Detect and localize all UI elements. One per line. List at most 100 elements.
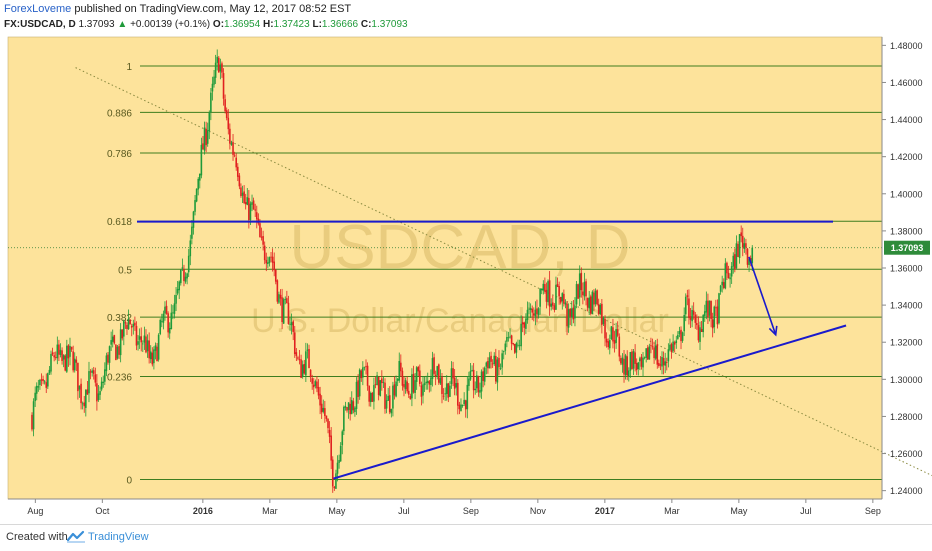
candle-body bbox=[658, 362, 660, 367]
candle bbox=[388, 386, 391, 415]
candle bbox=[741, 227, 744, 257]
candle bbox=[426, 372, 429, 390]
candle-body bbox=[385, 400, 388, 409]
candle bbox=[635, 358, 638, 376]
support-trend-line[interactable] bbox=[333, 324, 847, 480]
candle-body bbox=[672, 341, 674, 351]
candle-body bbox=[688, 298, 690, 318]
candle bbox=[197, 177, 200, 196]
candle bbox=[230, 140, 233, 146]
candle-body bbox=[577, 284, 579, 299]
candle-body bbox=[504, 343, 507, 351]
price-chart[interactable]: USDCAD, D U.S. Dollar/Canadian Dollar 1 0.8… bbox=[0, 36, 932, 524]
candle bbox=[642, 351, 644, 377]
candle-body bbox=[743, 243, 746, 250]
candle-body bbox=[544, 284, 546, 292]
candle bbox=[140, 327, 143, 352]
candle bbox=[602, 316, 605, 326]
candle bbox=[449, 381, 451, 397]
candles[interactable] bbox=[31, 49, 754, 493]
candle-body bbox=[191, 226, 193, 239]
candle bbox=[653, 341, 655, 364]
candle-body bbox=[246, 197, 249, 205]
candle bbox=[425, 375, 427, 390]
candle-body bbox=[661, 356, 663, 367]
fib-level-label: 0 bbox=[126, 476, 132, 487]
tradingview-logo-icon[interactable] bbox=[66, 530, 86, 544]
candle bbox=[175, 286, 177, 312]
candle-body bbox=[61, 350, 63, 361]
candle bbox=[252, 197, 255, 210]
fib-retracement[interactable]: 1 0.886 0.786 0.618 0.5 0.382 0.236 0 bbox=[107, 62, 882, 487]
candle-body bbox=[64, 355, 67, 371]
candle-body bbox=[225, 110, 228, 118]
time-axis[interactable]: Aug Oct 2016 Mar May Jul Sep Nov 2017 Mar May Jul Se… bbox=[8, 498, 882, 516]
candle-body bbox=[404, 380, 407, 390]
candle bbox=[320, 395, 323, 419]
candle bbox=[400, 354, 402, 377]
time-tick-label: May bbox=[328, 506, 346, 516]
candle bbox=[480, 369, 483, 399]
candle-body bbox=[312, 384, 315, 388]
candle bbox=[134, 316, 136, 331]
candle-body bbox=[707, 300, 709, 318]
candle-body bbox=[691, 309, 693, 322]
candle-body bbox=[445, 383, 448, 394]
price-axis[interactable]: 1.48000 1.46000 1.44000 1.42000 1.40000 1.380… bbox=[881, 37, 930, 499]
tradingview-brand[interactable]: TradingView bbox=[88, 531, 149, 543]
price-tick-label: 1.28000 bbox=[890, 412, 923, 422]
candle-body bbox=[608, 340, 611, 349]
candle-body bbox=[640, 356, 643, 367]
candle-body bbox=[623, 358, 625, 375]
candle-body bbox=[91, 370, 93, 373]
candle bbox=[83, 395, 86, 413]
candle-body bbox=[143, 335, 146, 343]
candle-body bbox=[229, 128, 231, 144]
candle-body bbox=[102, 381, 105, 383]
candle-body bbox=[153, 349, 155, 364]
candle bbox=[314, 379, 317, 389]
candle bbox=[529, 303, 532, 318]
candle-body bbox=[50, 354, 52, 372]
candle bbox=[406, 376, 408, 394]
candle bbox=[390, 408, 393, 418]
candle bbox=[382, 377, 385, 388]
candle bbox=[127, 309, 130, 330]
candle bbox=[737, 241, 739, 258]
candle-body bbox=[594, 290, 597, 305]
candle-body bbox=[203, 127, 206, 151]
candle bbox=[295, 348, 298, 361]
forecast-arrow[interactable] bbox=[748, 256, 778, 337]
candle-body bbox=[740, 232, 742, 237]
candle bbox=[282, 297, 285, 324]
candle bbox=[669, 338, 671, 352]
candle-body bbox=[164, 306, 166, 314]
candle bbox=[702, 314, 704, 338]
candle bbox=[102, 375, 105, 388]
candle-body bbox=[366, 365, 369, 386]
candle bbox=[148, 332, 150, 364]
candle bbox=[61, 347, 63, 365]
candle-body bbox=[224, 99, 226, 112]
candle-body bbox=[344, 405, 347, 408]
candle-body bbox=[195, 188, 198, 202]
fib-trend-line[interactable] bbox=[75, 67, 932, 478]
candle-body bbox=[677, 334, 679, 339]
candle-body bbox=[621, 357, 624, 365]
candle-body bbox=[702, 315, 704, 333]
candle bbox=[273, 252, 275, 277]
author-link[interactable]: ForexLoveme bbox=[4, 3, 72, 15]
publish-info: published on TradingView.com, May 12, 20… bbox=[74, 3, 352, 15]
candle-body bbox=[118, 346, 120, 355]
candle bbox=[591, 290, 594, 315]
time-tick-label: Mar bbox=[262, 506, 278, 516]
candle-body bbox=[56, 344, 59, 359]
candle bbox=[151, 347, 154, 367]
candle bbox=[616, 321, 619, 338]
price-tick-label: 1.36000 bbox=[890, 264, 923, 274]
candle bbox=[181, 258, 184, 272]
fib-level-label: 1 bbox=[126, 62, 132, 73]
candle bbox=[350, 391, 353, 415]
last-price: 1.37093 bbox=[78, 19, 115, 30]
candle bbox=[442, 388, 445, 400]
